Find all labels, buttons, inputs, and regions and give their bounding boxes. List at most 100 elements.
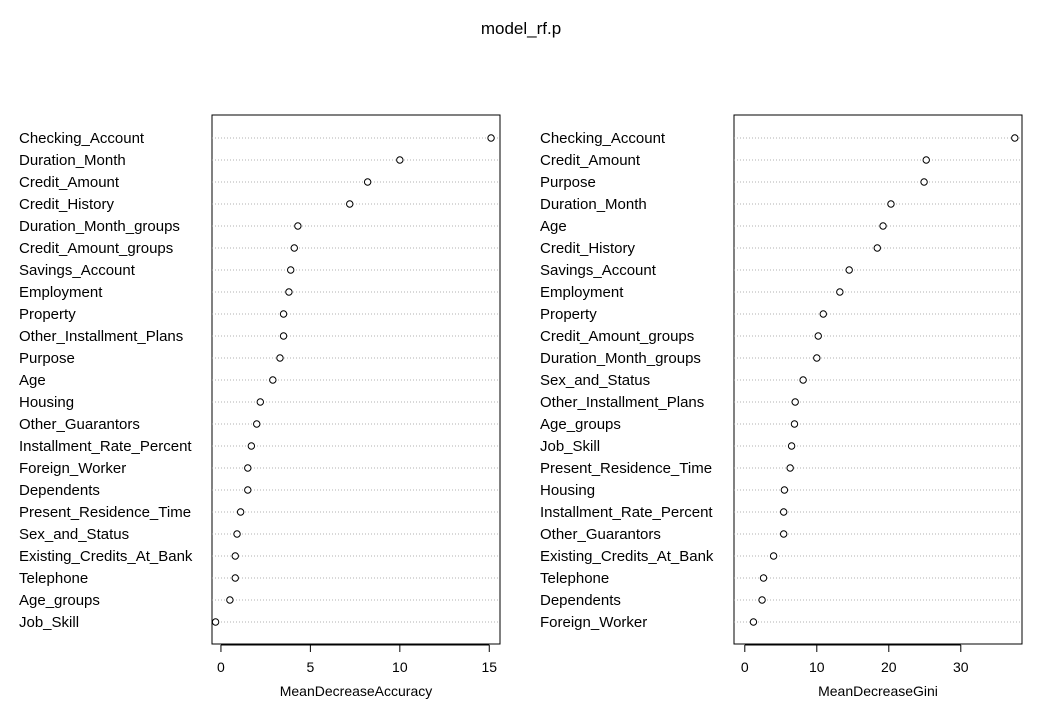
category-label: Job_Skill — [19, 614, 79, 631]
category-label: Other_Installment_Plans — [540, 394, 704, 411]
data-point — [758, 596, 766, 604]
category-label: Duration_Month_groups — [540, 350, 701, 367]
data-point — [749, 618, 758, 626]
category-label: Other_Guarantors — [540, 526, 661, 543]
data-point — [247, 442, 256, 450]
data-point — [779, 530, 788, 538]
category-label: Duration_Month — [19, 152, 126, 169]
x-tick-label: 0 — [741, 659, 749, 675]
category-label: Purpose — [19, 350, 75, 367]
data-point — [487, 134, 495, 142]
category-label: Age — [19, 372, 46, 389]
data-point — [799, 376, 807, 384]
x-tick-label: 15 — [481, 659, 497, 675]
category-label: Credit_Amount_groups — [19, 240, 173, 257]
data-point — [396, 156, 404, 164]
category-label: Credit_History — [540, 240, 636, 257]
x-tick-label: 0 — [217, 659, 225, 675]
data-point — [790, 420, 799, 428]
data-point — [813, 354, 821, 362]
data-point — [759, 574, 768, 582]
data-point — [791, 398, 799, 406]
category-label: Housing — [19, 394, 74, 411]
data-point — [836, 288, 844, 296]
category-label: Existing_Credits_At_Bank — [540, 548, 714, 565]
category-label: Age — [540, 218, 567, 235]
data-point — [211, 618, 220, 626]
category-label: Dependents — [540, 592, 621, 609]
category-label: Savings_Account — [540, 262, 657, 279]
data-point — [779, 508, 788, 516]
category-label: Checking_Account — [19, 130, 145, 147]
category-label: Foreign_Worker — [19, 460, 126, 477]
x-axis-title: MeanDecreaseGini — [818, 683, 938, 699]
data-point — [787, 442, 796, 450]
data-point — [236, 508, 245, 516]
data-point — [279, 332, 288, 340]
data-point — [819, 310, 827, 318]
data-point — [1011, 134, 1019, 142]
data-point — [879, 222, 887, 230]
data-point — [287, 266, 295, 274]
category-label: Age_groups — [540, 416, 621, 433]
data-point — [873, 244, 881, 252]
category-label: Foreign_Worker — [540, 614, 647, 631]
data-point — [363, 178, 372, 186]
data-point — [226, 596, 234, 604]
data-point — [279, 310, 288, 318]
category-label: Other_Installment_Plans — [19, 328, 183, 345]
data-point — [231, 552, 239, 560]
category-label: Telephone — [540, 570, 609, 587]
data-point — [290, 244, 298, 252]
data-point — [887, 200, 895, 208]
data-point — [244, 486, 252, 494]
category-label: Credit_Amount_groups — [540, 328, 694, 345]
x-tick-label: 10 — [392, 659, 408, 675]
dotchart-panel-2: Checking_Account Credit_Amount Purpose Dura… — [540, 114, 1023, 699]
x-tick-label: 30 — [953, 659, 969, 675]
category-label: Present_Residence_Time — [540, 460, 712, 477]
category-label: Installment_Rate_Percent — [19, 438, 192, 455]
category-label: Duration_Month_groups — [19, 218, 180, 235]
chart-title: model_rf.p — [481, 19, 561, 38]
category-label: Installment_Rate_Percent — [540, 504, 713, 521]
data-point — [233, 530, 241, 538]
x-tick-label: 20 — [881, 659, 897, 675]
category-label: Purpose — [540, 174, 596, 191]
category-label: Savings_Account — [19, 262, 136, 279]
category-label: Dependents — [19, 482, 100, 499]
category-label: Age_groups — [19, 592, 100, 609]
category-label: Job_Skill — [540, 438, 600, 455]
data-point — [231, 574, 239, 582]
data-point — [285, 288, 293, 296]
x-tick-label: 5 — [306, 659, 314, 675]
category-label: Sex_and_Status — [19, 526, 129, 543]
data-point — [253, 420, 261, 428]
x-tick-label: 10 — [809, 659, 825, 675]
data-point — [780, 486, 789, 494]
category-label: Duration_Month — [540, 196, 647, 213]
category-label: Employment — [19, 284, 103, 301]
data-point — [269, 376, 277, 384]
data-point — [769, 552, 778, 560]
category-label: Checking_Account — [540, 130, 666, 147]
category-label: Existing_Credits_At_Bank — [19, 548, 193, 565]
category-label: Credit_History — [19, 196, 115, 213]
data-point — [814, 332, 822, 340]
data-point — [294, 222, 302, 230]
dotchart-panel-1: Checking_Account Duration_Month Credit_Amo… — [19, 114, 501, 699]
category-label: Telephone — [19, 570, 88, 587]
data-point — [244, 464, 252, 472]
data-point — [276, 354, 284, 362]
category-label: Housing — [540, 482, 595, 499]
category-label: Credit_Amount — [19, 174, 120, 191]
category-label: Employment — [540, 284, 624, 301]
category-label: Present_Residence_Time — [19, 504, 191, 521]
category-label: Property — [19, 306, 76, 323]
data-point — [256, 398, 264, 406]
category-label: Property — [540, 306, 597, 323]
category-label: Other_Guarantors — [19, 416, 140, 433]
category-label: Sex_and_Status — [540, 372, 650, 389]
